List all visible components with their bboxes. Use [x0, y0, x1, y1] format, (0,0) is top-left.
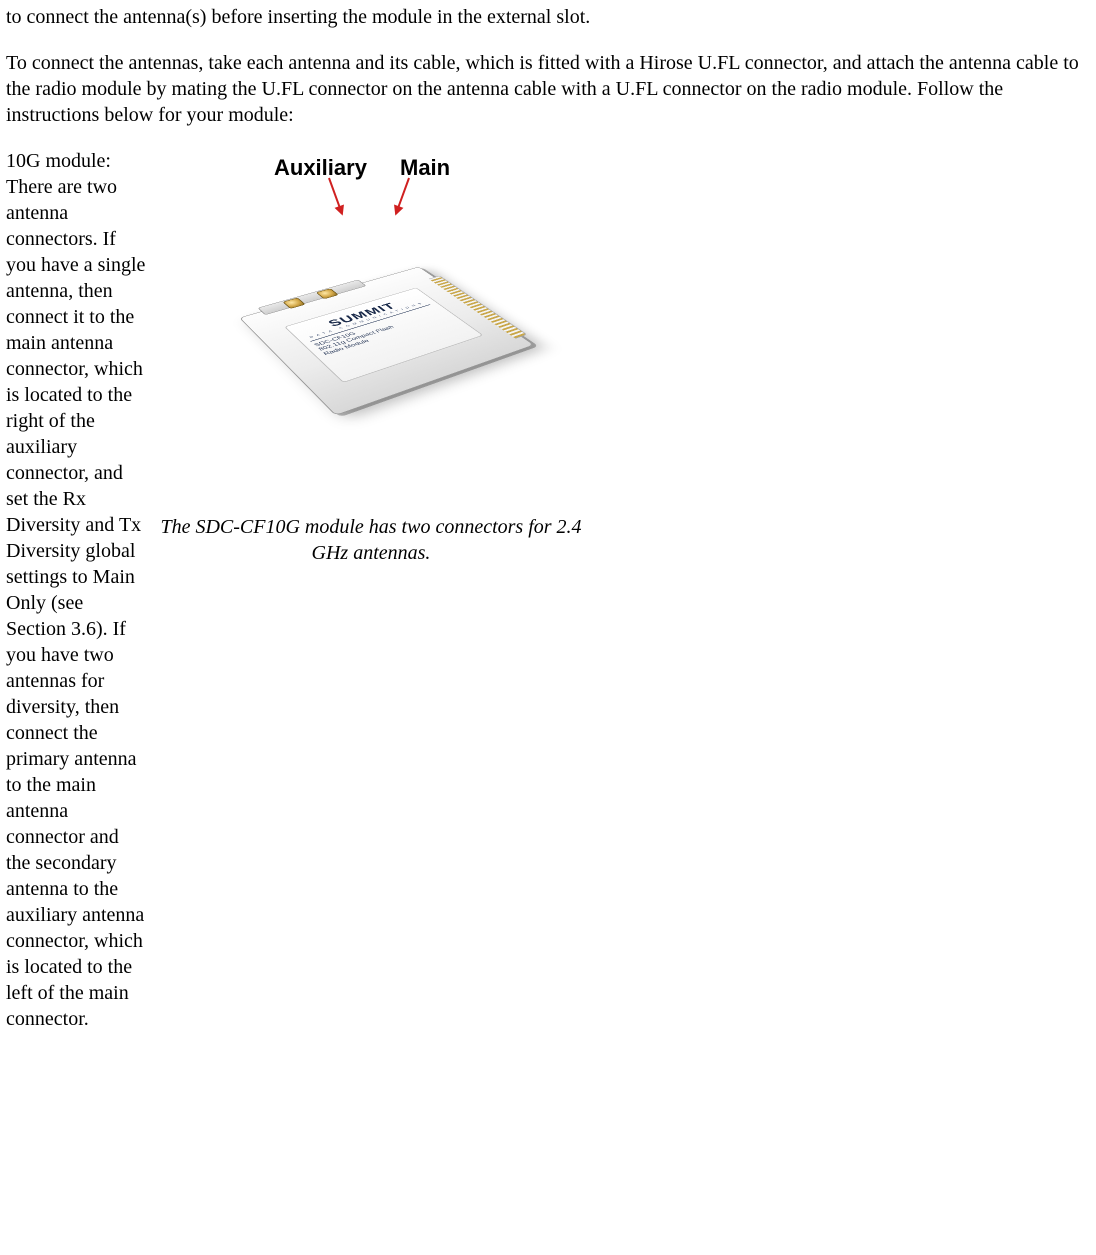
cf-card: SUMMIT DATA COMMUNICATIONS SDC-CF10G 802… — [239, 267, 534, 416]
figure-caption: The SDC-CF10G module has two connectors … — [158, 514, 584, 566]
module-figure: Auxiliary Main SUMMIT DATA COMMUNICATION… — [158, 148, 584, 510]
figure-column: Auxiliary Main SUMMIT DATA COMMUNICATION… — [158, 148, 584, 566]
auxiliary-arrow — [328, 178, 343, 214]
module-content-block: 10G module: There are two antenna connec… — [6, 148, 1090, 1032]
intro-fragment: to connect the antenna(s) before inserti… — [6, 4, 1090, 30]
module-10g-description: 10G module: There are two antenna connec… — [6, 148, 146, 1032]
main-arrow — [395, 178, 410, 214]
card-label-plate: SUMMIT DATA COMMUNICATIONS SDC-CF10G 802… — [284, 288, 483, 383]
module-illustration: SUMMIT DATA COMMUNICATIONS SDC-CF10G 802… — [236, 226, 536, 486]
instruction-paragraph: To connect the antennas, take each anten… — [6, 50, 1090, 128]
auxiliary-label: Auxiliary — [274, 154, 367, 183]
